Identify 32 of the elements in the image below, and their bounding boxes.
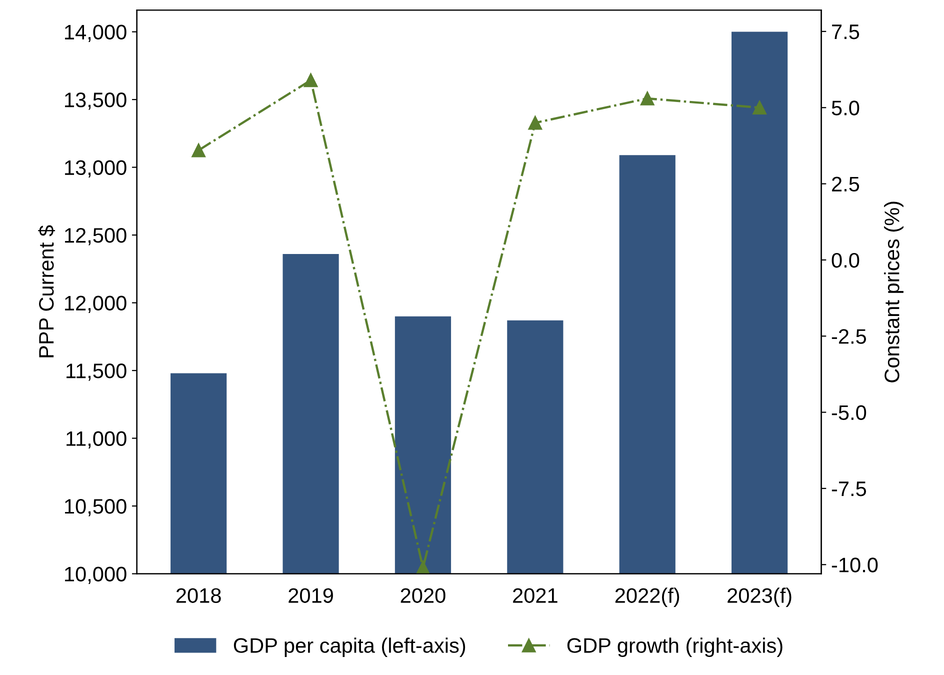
legend-label: GDP per capita (left-axis) (234, 638, 466, 658)
y2-axis-title: Constant prices (%) (884, 202, 904, 382)
y-tick-label: 12,000 (65, 296, 126, 313)
y-tick-label: 11,000 (66, 431, 126, 448)
y-tick-label: 13,500 (65, 92, 126, 110)
y-tick-label: 10,500 (65, 499, 126, 516)
x-tick-label: 2023(f) (728, 588, 792, 608)
y2-tick-label: -10.0 (832, 558, 878, 572)
point (192, 143, 206, 158)
point (640, 92, 654, 106)
y2-tick-label: 5.0 (832, 100, 860, 116)
y-tick-label: 11,500 (66, 364, 126, 381)
y2-tick-label: -7.5 (832, 482, 866, 496)
y2-tick-label: 2.5 (832, 176, 860, 192)
y-tick-label: 12,500 (65, 228, 126, 246)
y2-tick-label: -5.0 (832, 405, 866, 420)
y-tick-label: 14,000 (65, 24, 126, 42)
x-tick-label: 2022(f) (615, 588, 680, 608)
point (528, 116, 542, 130)
x-tick-label: 2019 (288, 588, 333, 603)
y2-tick-label: -2.5 (832, 329, 866, 344)
x-tick-label: 2020 (400, 588, 446, 603)
x-tick-label: 2021 (513, 588, 558, 603)
x-tick-label: 2018 (176, 588, 221, 603)
y2-tick-label: 7.5 (832, 24, 860, 40)
y-tick-label: 13,000 (65, 160, 126, 178)
legend-label: GDP growth (right-axis) (567, 638, 782, 658)
y2-tick-label: 0.0 (832, 252, 860, 268)
y-axis-title: PPP Current $ (38, 225, 56, 358)
point (304, 73, 318, 88)
point (752, 100, 767, 115)
y-tick-label: 10,000 (65, 566, 126, 584)
